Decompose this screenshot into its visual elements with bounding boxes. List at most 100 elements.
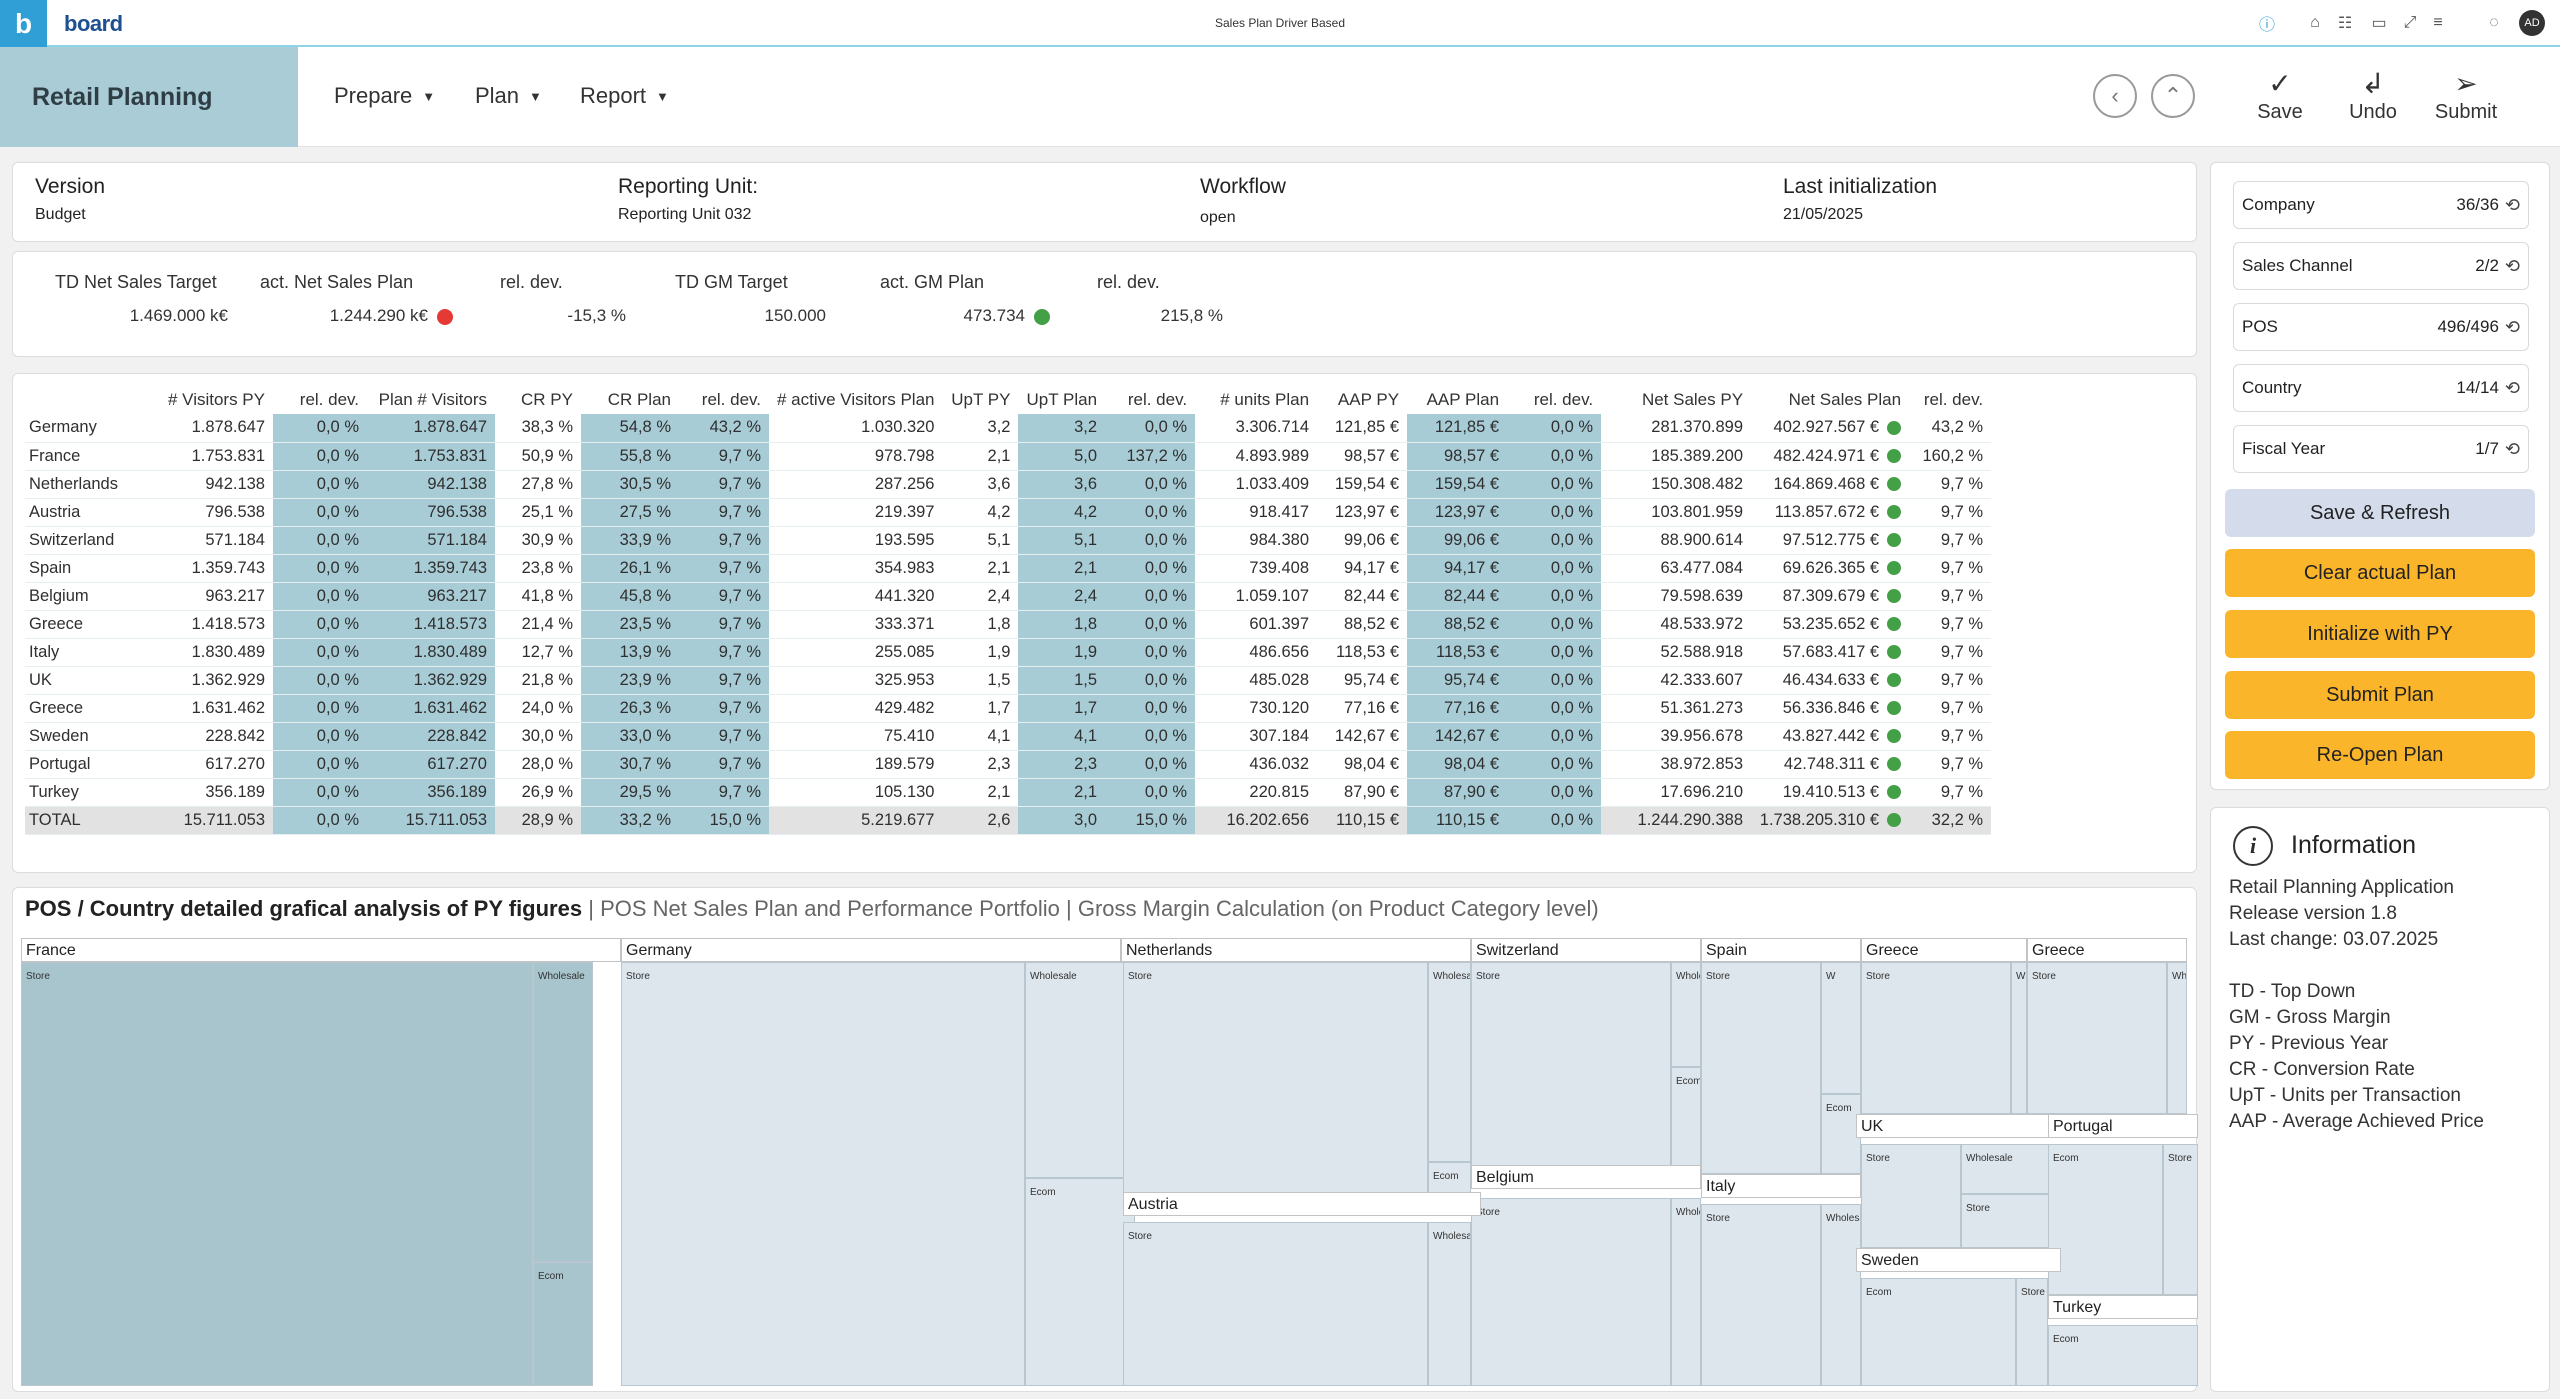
submit-button[interactable]: ➢ Submit: [2421, 67, 2511, 124]
tree-icon[interactable]: ☷: [2337, 15, 2353, 32]
treemap-cell[interactable]: Store: [621, 962, 1025, 1386]
save-refresh-button[interactable]: Save & Refresh: [2225, 489, 2535, 537]
treemap-country-header[interactable]: Sweden: [1856, 1248, 2061, 1272]
status-dot: [1887, 420, 1902, 435]
treemap-country-header[interactable]: Turkey: [2048, 1295, 2198, 1319]
treemap-cell[interactable]: Store: [1123, 962, 1428, 1202]
treemap-cell[interactable]: Store: [1861, 1144, 1961, 1248]
table-row: Austria 796.538 0,0 % 796.538 25,1 % 27,5 % 9,…: [25, 498, 1992, 527]
treemap-country-header[interactable]: UK: [1856, 1114, 2061, 1138]
treemap-country-header[interactable]: Greece: [2027, 938, 2187, 962]
submit-plan-button[interactable]: Submit Plan: [2225, 671, 2535, 719]
treemap-cell[interactable]: Wholesale: [1671, 962, 1701, 1067]
treemap-cell[interactable]: Wholesale: [1821, 1204, 1861, 1386]
refresh-icon[interactable]: ⟲: [2504, 194, 2520, 215]
treemap-cell[interactable]: Ecom: [1671, 1067, 1701, 1169]
reopen-plan-button[interactable]: Re-Open Plan: [2225, 731, 2535, 779]
filter-sales-channel[interactable]: Sales Channel 2/2 ⟲: [2233, 242, 2529, 290]
kpi-td-gm-value: 150.000: [764, 306, 826, 325]
treemap-country-header[interactable]: Belgium: [1471, 1165, 1701, 1189]
tab-gross-margin-calculation[interactable]: Gross Margin Calculation (on Product Cat…: [1077, 896, 1599, 921]
treemap-cell[interactable]: Wholesale: [1025, 962, 1135, 1178]
table-cell: 23,5 %: [581, 610, 679, 639]
column-header: rel. dev.: [1923, 390, 1984, 409]
menu-report[interactable]: Report ▼: [580, 83, 669, 109]
treemap-cell[interactable]: Store: [1961, 1194, 2061, 1248]
refresh-icon[interactable]: ⟲: [2504, 377, 2520, 398]
initialize-with-py-button[interactable]: Initialize with PY: [2225, 610, 2535, 658]
treemap-country-header[interactable]: France: [21, 938, 621, 962]
treemap-country-header[interactable]: Austria: [1123, 1192, 1481, 1216]
treemap-country-header[interactable]: Germany: [621, 938, 1121, 962]
treemap-cell[interactable]: Wholesale: [1961, 1144, 2061, 1194]
table-cell: 26,3 %: [581, 694, 679, 723]
treemap-cell[interactable]: Store: [2163, 1144, 2198, 1295]
treemap-cell[interactable]: Store: [1701, 962, 1821, 1174]
filter-pos[interactable]: POS 496/496 ⟲: [2233, 303, 2529, 351]
treemap-country-header[interactable]: Portugal: [2048, 1114, 2198, 1138]
screen-icon[interactable]: ▭: [2371, 15, 2387, 32]
treemap-cell[interactable]: Wholesale: [533, 962, 593, 1262]
treemap-cell[interactable]: Ecom: [1861, 1278, 2016, 1386]
treemap-country-header[interactable]: Spain: [1701, 938, 1861, 962]
treemap-cell[interactable]: Ecom: [2048, 1144, 2163, 1295]
treemap-cell[interactable]: Store: [2027, 962, 2167, 1114]
row-label: Greece: [25, 694, 153, 723]
menu-plan[interactable]: Plan ▼: [475, 83, 542, 109]
treemap-country-header[interactable]: Netherlands: [1121, 938, 1471, 962]
chat-icon[interactable]: ◌: [2489, 14, 2499, 31]
treemap-country-header[interactable]: Greece: [1861, 938, 2027, 962]
menu-prepare[interactable]: Prepare ▼: [334, 83, 435, 109]
refresh-icon[interactable]: ⟲: [2504, 316, 2520, 337]
treemap-cell[interactable]: Wholesale: [1428, 962, 1471, 1162]
back-button[interactable]: ‹: [2093, 74, 2137, 118]
up-button[interactable]: ⌃: [2151, 74, 2195, 118]
treemap-cell[interactable]: W: [1821, 962, 1861, 1094]
table-cell: 9,7 %: [679, 722, 769, 751]
expand-icon[interactable]: ⤢: [2403, 14, 2417, 31]
treemap-cell[interactable]: Store: [21, 962, 533, 1386]
menu-icon[interactable]: ≡: [2433, 14, 2443, 31]
table-cell: 23,8 %: [495, 554, 581, 583]
filter-fiscal-year[interactable]: Fiscal Year 1/7 ⟲: [2233, 425, 2529, 473]
treemap-cell[interactable]: Ecom: [2048, 1325, 2198, 1386]
table-cell: 159,54 €: [1317, 470, 1408, 499]
treemap-cell[interactable]: Store: [1123, 1222, 1428, 1386]
board-logo[interactable]: b: [0, 0, 47, 47]
table-cell: 1.359.743: [367, 554, 495, 583]
tab-separator: |: [1065, 896, 1072, 921]
help-icon[interactable]: ⓘ: [2258, 17, 2275, 34]
table-cell: 1.878.647: [367, 414, 495, 443]
treemap-country-header[interactable]: Switzerland: [1471, 938, 1701, 962]
treemap-cell[interactable]: Wholesale: [1671, 1198, 1701, 1386]
filter-company[interactable]: Company 36/36 ⟲: [2233, 181, 2529, 229]
treemap-cell[interactable]: Wholesale: [1428, 1222, 1471, 1386]
refresh-icon[interactable]: ⟲: [2504, 438, 2520, 459]
table-cell: 942.138: [153, 470, 273, 499]
table-row: France 1.753.831 0,0 % 1.753.831 50,9 % 55,8 …: [25, 442, 1992, 471]
table-cell: 0,0 %: [273, 722, 367, 751]
home-icon[interactable]: ⌂: [2310, 14, 2320, 31]
tab-pos-country-analysis[interactable]: POS / Country detailed grafical analysis…: [25, 896, 583, 921]
undo-button[interactable]: ↲ Undo: [2328, 67, 2418, 124]
treemap-cell[interactable]: Store: [1701, 1204, 1821, 1386]
table-cell: 2,4: [1018, 582, 1106, 611]
treemap-cell[interactable]: Ecom: [533, 1262, 593, 1386]
treemap-cell[interactable]: Ecom: [1025, 1178, 1135, 1386]
treemap-cell[interactable]: Wholesale: [2167, 962, 2187, 1114]
avatar[interactable]: AD: [2519, 10, 2545, 36]
clear-actual-plan-button[interactable]: Clear actual Plan: [2225, 549, 2535, 597]
treemap-country-header[interactable]: Italy: [1701, 1174, 1861, 1198]
refresh-icon[interactable]: ⟲: [2504, 255, 2520, 276]
table-cell: 1,7: [942, 694, 1019, 723]
treemap-cell[interactable]: Store: [2016, 1278, 2048, 1386]
treemap-cell[interactable]: Store: [1471, 962, 1671, 1169]
filter-country[interactable]: Country 14/14 ⟲: [2233, 364, 2529, 412]
table-cell: 121,85 €: [1317, 414, 1408, 443]
treemap-cell[interactable]: Ecom: [1821, 1094, 1861, 1174]
treemap-cell[interactable]: Store: [1861, 962, 2011, 1114]
tab-pos-net-sales-portfolio[interactable]: POS Net Sales Plan and Performance Portf…: [600, 896, 1060, 921]
treemap-cell[interactable]: Wholesale: [2011, 962, 2027, 1114]
save-button[interactable]: ✓ Save: [2235, 67, 2325, 124]
treemap-cell[interactable]: Store: [1471, 1198, 1671, 1386]
